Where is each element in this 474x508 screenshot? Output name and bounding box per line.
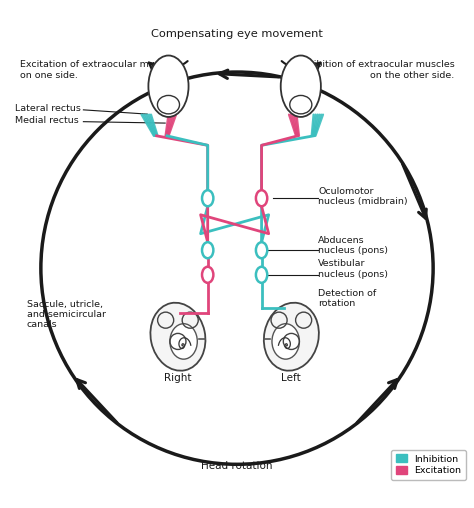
Ellipse shape [256, 190, 267, 206]
Text: Medial rectus: Medial rectus [15, 116, 79, 125]
Text: Head rotation: Head rotation [201, 461, 273, 471]
Text: Compensating eye movement: Compensating eye movement [151, 28, 323, 39]
Ellipse shape [256, 267, 267, 283]
Text: Detection of
rotation: Detection of rotation [318, 289, 376, 308]
Text: Oculomotor
nucleus (midbrain): Oculomotor nucleus (midbrain) [318, 186, 408, 206]
Text: Saccule, utricle,
and semicircular
canals: Saccule, utricle, and semicircular canal… [27, 300, 106, 329]
Ellipse shape [157, 96, 180, 114]
Text: Excitation of extraocular muscles
on one side.: Excitation of extraocular muscles on one… [19, 60, 178, 80]
Text: Vestibular
nucleus (pons): Vestibular nucleus (pons) [318, 260, 388, 279]
Legend: Inhibition, Excitation: Inhibition, Excitation [391, 450, 466, 480]
Ellipse shape [281, 55, 321, 117]
Ellipse shape [202, 242, 213, 258]
Text: Left: Left [282, 373, 301, 383]
Text: Inhibition of extraocular muscles
on the other side.: Inhibition of extraocular muscles on the… [299, 60, 455, 80]
Ellipse shape [148, 55, 189, 117]
Ellipse shape [202, 267, 213, 283]
Ellipse shape [272, 324, 300, 359]
Text: Right: Right [164, 373, 191, 383]
Ellipse shape [290, 96, 312, 114]
Ellipse shape [264, 303, 319, 371]
Ellipse shape [170, 324, 197, 359]
Ellipse shape [150, 303, 205, 371]
Ellipse shape [256, 242, 267, 258]
Text: Abducens
nucleus (pons): Abducens nucleus (pons) [318, 236, 388, 255]
Text: Lateral rectus: Lateral rectus [15, 105, 81, 113]
Ellipse shape [202, 190, 213, 206]
